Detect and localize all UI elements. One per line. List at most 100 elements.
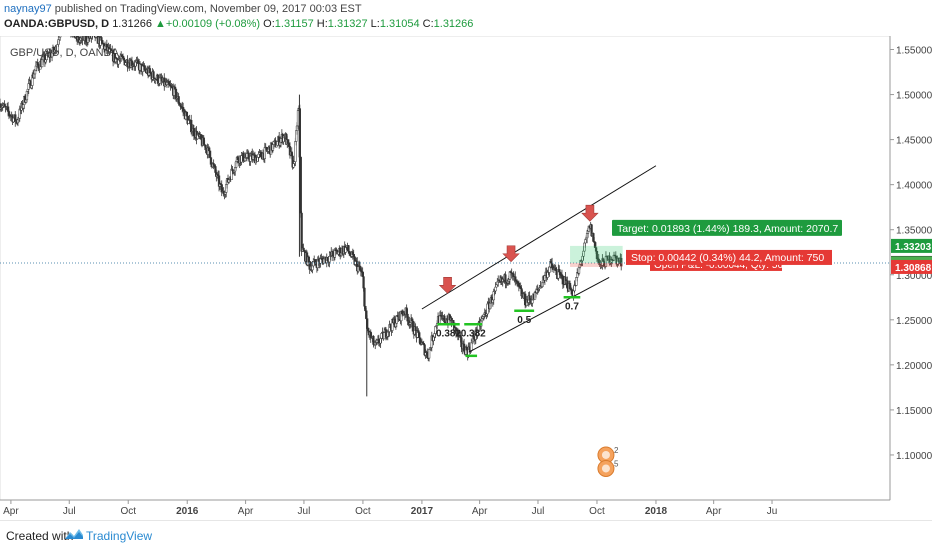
stop-label-bg: [626, 249, 832, 265]
price-label-bg: [891, 259, 932, 274]
price-tick-label: 1.50000: [896, 91, 932, 102]
price-axis[interactable]: 1.55000 1.50000 1.45000 1.40000 1.35000 1.300…: [890, 46, 932, 462]
candle-up: [494, 286, 497, 292]
time-tick-label: Jul: [63, 506, 76, 517]
candle-up: [165, 82, 169, 85]
candle-down: [620, 257, 623, 267]
time-tick-label: Apr: [3, 506, 19, 517]
price-label: 1.30868: [895, 263, 932, 274]
time-tick-label: 2018: [645, 506, 668, 517]
candle-up: [296, 110, 300, 127]
publish-text: published on TradingView.com, November 0…: [54, 3, 362, 15]
candle-down: [452, 320, 455, 324]
high-value: 1.31327: [327, 18, 368, 30]
event-flag-inner: [601, 450, 610, 459]
time-tick-label: Ju: [767, 506, 778, 517]
time-tick-label: Oct: [589, 506, 605, 517]
candle-down: [517, 282, 521, 287]
down-arrow-icon: [438, 276, 457, 294]
time-axis[interactable]: Apr Jul Oct 2016 Apr Jul Oct 2017 Apr Jul Oct 2018 A…: [3, 500, 777, 517]
candle-down: [260, 151, 263, 157]
time-tick-label: Apr: [706, 506, 722, 517]
event-count: 5: [614, 459, 619, 468]
low-label: L:: [370, 18, 380, 30]
price-chart[interactable]: 1.55000 1.50000 1.45000 1.40000 1.35000 1.300…: [0, 36, 932, 520]
time-tick-label: Jul: [298, 506, 311, 517]
candle-up: [249, 155, 252, 162]
change-up-icon: ▲: [155, 18, 166, 30]
ohlc-bar: OANDA:GBPUSD, D 1.31266 ▲+0.00109 (+0.08…: [4, 18, 473, 30]
candle-up: [584, 239, 587, 244]
down-arrow-icon: [502, 245, 520, 263]
candle-down: [443, 315, 446, 323]
candle-down: [426, 351, 429, 359]
candle-down: [418, 332, 421, 339]
created-with-text: Created with: [6, 529, 74, 543]
candle-up: [158, 77, 161, 84]
target-label-bg: [612, 219, 842, 236]
open-value: 1.31157: [274, 18, 314, 30]
price-tick-label: 1.10000: [896, 451, 932, 462]
candle-up: [33, 69, 37, 75]
candle-down: [299, 156, 302, 214]
target-zone: [570, 245, 623, 263]
chart-title: GBP/USD, D, OANDA: [10, 47, 119, 59]
price-tick-label: 1.15000: [896, 406, 932, 417]
close-value: 1.31266: [433, 18, 474, 30]
tradingview-logo-icon: [65, 529, 83, 539]
target-label: Target: 0.01893 (1.44%) 189.3, Amount: 2…: [617, 223, 838, 235]
stop-zone: [570, 262, 623, 267]
candle-down: [504, 274, 507, 284]
event-count: 2: [614, 446, 619, 455]
candle-up: [383, 332, 386, 340]
fib-label: 0.382: [436, 328, 461, 339]
candle-up: [124, 62, 127, 66]
time-tick-label: Jul: [532, 506, 545, 517]
price-tick-label: 1.35000: [896, 226, 932, 237]
candle-down: [242, 152, 245, 162]
price-tick-label: 1.40000: [896, 181, 932, 192]
down-arrow-icon: [581, 204, 599, 222]
low-value: 1.31054: [379, 18, 420, 30]
price-tick-label: 1.30000: [896, 271, 932, 282]
price-tick-label: 1.45000: [896, 136, 932, 147]
candle-down: [363, 287, 366, 307]
candle-down: [152, 71, 155, 79]
price-label: 1.33203: [895, 242, 932, 253]
candle-down: [362, 276, 365, 289]
time-tick-label: Oct: [120, 506, 136, 517]
channel-line: [421, 165, 657, 310]
stop-label: Stop: 0.00442 (0.34%) 44.2, Amount: 750: [631, 252, 824, 264]
price-tick-label: 1.25000: [896, 316, 932, 327]
time-tick-label: 2016: [176, 506, 199, 517]
event-flag-inner: [601, 464, 610, 473]
author-link[interactable]: naynay97: [4, 3, 52, 15]
fib-label: 0.382: [461, 328, 486, 339]
candle-up: [427, 349, 431, 359]
drawings: 0.382 0.382 0.5 0.7 Target: 0.01893 (1.44%) …: [0, 165, 890, 477]
time-tick-label: Apr: [238, 506, 254, 517]
candle-down: [174, 88, 178, 100]
candle-up: [94, 36, 98, 38]
channel-line: [468, 277, 610, 353]
time-tick-label: Apr: [472, 506, 488, 517]
fib-label: 0.5: [517, 315, 531, 326]
time-tick-label: Oct: [355, 506, 371, 517]
price-tick-label: 1.55000: [896, 46, 932, 57]
candle-down: [208, 147, 211, 152]
time-tick-label: 2017: [411, 506, 434, 517]
tradingview-link[interactable]: TradingView: [86, 529, 153, 543]
fib-label: 0.7: [565, 301, 579, 312]
price-tick-label: 1.20000: [896, 361, 932, 372]
candle-down: [208, 150, 212, 158]
high-label: H:: [316, 18, 328, 30]
open-label: O:: [263, 18, 275, 30]
publish-info: naynay97 published on TradingView.com, N…: [4, 3, 362, 15]
change-value: +0.00109 (+0.08%): [165, 18, 261, 30]
candle-up: [275, 144, 278, 148]
price-label-bg: [891, 238, 932, 253]
candles: [0, 36, 623, 397]
open-pnl-label: Open P&L: -0.00044, Qty: 56561: [654, 260, 800, 271]
footer: Created with TradingView: [0, 520, 932, 551]
